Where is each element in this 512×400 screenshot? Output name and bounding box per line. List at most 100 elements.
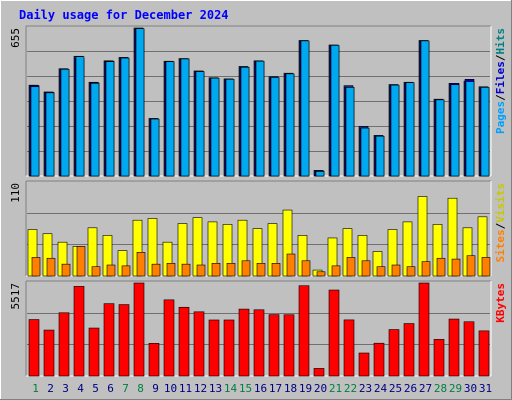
sites-bar [256, 263, 266, 277]
pages-bar [300, 40, 310, 177]
kbytes-legend: KBytes [494, 283, 507, 323]
pages-bar [315, 171, 325, 177]
day-label: 31 [479, 382, 492, 395]
pages-bar [285, 73, 295, 177]
pages-bar [195, 71, 205, 177]
sites-bar [346, 257, 356, 277]
pages-bar [150, 118, 160, 177]
legend-sites: Sites [494, 229, 507, 262]
day-label: 15 [239, 382, 252, 395]
day-label: 4 [77, 382, 84, 395]
sites-bar [466, 255, 476, 277]
day-label: 6 [107, 382, 114, 395]
kbytes-bar [358, 352, 370, 377]
day-label: 3 [62, 382, 69, 395]
pages-bar [210, 77, 220, 177]
sites-bar [241, 260, 251, 277]
pages-bar [345, 87, 355, 177]
pages-bar [120, 57, 130, 177]
kbytes-bar [223, 319, 235, 377]
sites-bar [331, 265, 341, 277]
sites-bar [106, 264, 116, 277]
kbytes-bar [433, 339, 445, 377]
day-label: 18 [284, 382, 297, 395]
day-label: 19 [299, 382, 312, 395]
day-label: 25 [389, 382, 402, 395]
day-label: 27 [419, 382, 432, 395]
pages-bar [270, 77, 280, 177]
legend-pages: Pages [494, 101, 507, 134]
pages-bar [480, 87, 490, 177]
kbytes-bar [178, 306, 190, 377]
sites-bar [31, 257, 41, 277]
pages-bar [225, 78, 235, 177]
kbytes-bar [328, 289, 340, 377]
kbytes-bar [148, 343, 160, 377]
kbytes-bar [208, 319, 220, 377]
legend-visits: Visits [494, 183, 507, 223]
pages-bar [75, 56, 85, 177]
legend-hits: Hits [494, 28, 507, 55]
kbytes-bar [118, 304, 130, 377]
pages-bar [435, 99, 445, 177]
kbytes-bar [418, 282, 430, 377]
kbytes-bar [73, 286, 85, 377]
pages-bar [420, 40, 430, 177]
kbytes-bar [373, 342, 385, 377]
day-label: 29 [449, 382, 462, 395]
day-label: 17 [269, 382, 282, 395]
kbytes-bar [403, 323, 415, 377]
pages-bar [405, 82, 415, 177]
pages-bar [90, 83, 100, 177]
kbytes-bar [478, 330, 490, 377]
kbytes-bar [298, 285, 310, 377]
kbytes-bar [103, 303, 115, 377]
day-label: 12 [194, 382, 207, 395]
pages-bar [105, 61, 115, 177]
pages-bar [465, 81, 475, 177]
kbytes-bar [448, 318, 460, 377]
sites-bar [151, 263, 161, 277]
day-label: 7 [122, 382, 129, 395]
day-label: 21 [329, 382, 342, 395]
sites-bar [196, 264, 206, 277]
day-label: 8 [137, 382, 144, 395]
kbytes-bar [253, 309, 265, 377]
kbytes-bar [133, 282, 145, 377]
day-label: 1 [32, 382, 39, 395]
day-label: 13 [209, 382, 222, 395]
sites-bar [271, 263, 281, 277]
kbytes-bar [283, 314, 295, 377]
kbytes-ymax-label: 5517 [9, 283, 22, 310]
hits-ymax-label: 655 [9, 28, 22, 48]
pages-bar [45, 92, 55, 177]
day-label: 22 [344, 382, 357, 395]
sites-bar [76, 246, 86, 277]
sites-bar [451, 258, 461, 277]
day-label: 2 [47, 382, 54, 395]
pages-bar [240, 67, 250, 177]
pages-bar [30, 86, 40, 177]
day-label: 30 [464, 382, 477, 395]
day-label: 28 [434, 382, 447, 395]
kbytes-bar [58, 312, 70, 377]
x-axis-day-labels: 1 2 3 4 5 6 7 8 9 10 11 12 13 14 15 16 17 18 19 20 21 22 23 24 2… [32, 382, 492, 395]
hits-panel [25, 25, 492, 177]
sites-bar [91, 266, 101, 277]
kbytes-bar [268, 314, 280, 377]
day-label: 5 [92, 382, 99, 395]
kbytes-bar [313, 368, 325, 377]
sites-bar [166, 263, 176, 277]
kbytes-bar [343, 319, 355, 377]
sites-bar [361, 260, 371, 277]
pages-bar [165, 61, 175, 177]
sites-bar [181, 263, 191, 277]
pages-bar [180, 58, 190, 177]
sites-bar [376, 266, 386, 277]
day-label: 14 [224, 382, 238, 395]
pages-bar [390, 84, 400, 177]
kbytes-bar [193, 311, 205, 377]
visits-legend: Sites/Visits [494, 183, 507, 263]
day-label: 16 [254, 382, 267, 395]
